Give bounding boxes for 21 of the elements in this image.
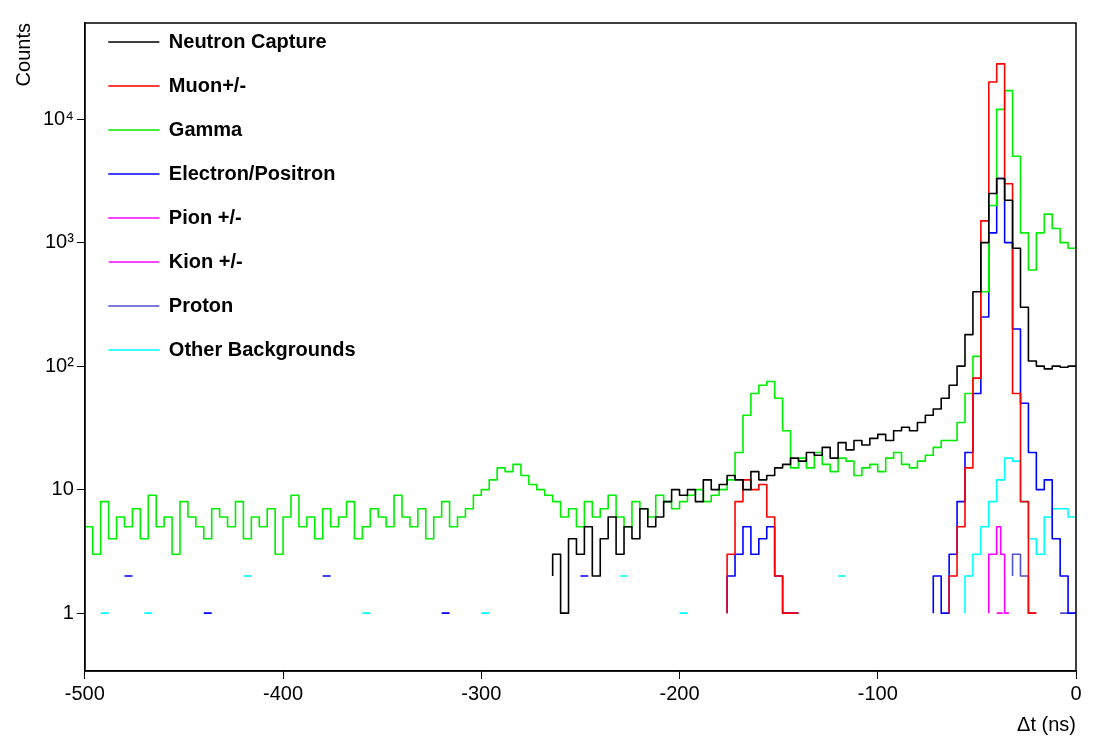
x-tick-label: -500 — [64, 681, 105, 704]
x-tick-label: -100 — [857, 681, 898, 704]
x-axis-title: Δt (ns) — [1017, 712, 1076, 735]
legend-label: Gamma — [168, 117, 244, 140]
x-tick-label: -200 — [659, 681, 700, 704]
x-tick-label: -400 — [263, 681, 304, 704]
legend-label: Muon+/- — [168, 73, 247, 96]
legend-label: Kion +/- — [168, 249, 243, 272]
y-tick-label: 10² — [44, 353, 75, 376]
x-tick-label: -300 — [461, 681, 502, 704]
legend-label: Neutron Capture — [168, 29, 327, 52]
y-tick-label: 10 — [51, 477, 74, 500]
legend-label: Proton — [168, 293, 234, 316]
y-axis-title: Counts — [11, 23, 34, 87]
legend-label: Other Backgrounds — [168, 337, 356, 360]
y-tick-label: 10⁴ — [43, 106, 74, 129]
y-tick-label: 1 — [62, 600, 74, 623]
y-tick-label: 10³ — [44, 230, 75, 253]
legend-label: Pion +/- — [168, 205, 242, 228]
legend-label: Electron/Positron — [168, 161, 336, 184]
x-tick-label: 0 — [1070, 681, 1082, 704]
